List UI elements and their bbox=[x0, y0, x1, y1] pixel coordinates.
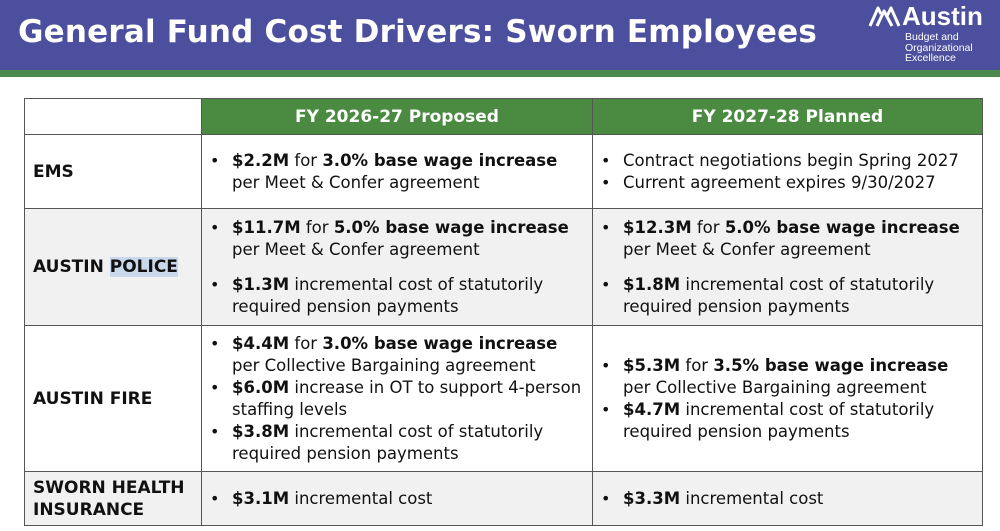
cell-fy2728: $12.3M for 5.0% base wage increase per M… bbox=[592, 208, 983, 326]
row-label: EMS bbox=[24, 134, 202, 209]
cell-fy2627: $11.7M for 5.0% base wage increase per M… bbox=[201, 208, 593, 326]
column-header-fy2728: FY 2027-28 Planned bbox=[592, 98, 983, 135]
bullet-item: $3.3M incremental cost bbox=[597, 488, 976, 510]
column-header-fy2627: FY 2026-27 Proposed bbox=[201, 98, 593, 135]
cell-fy2627: $2.2M for 3.0% base wage increase per Me… bbox=[201, 134, 593, 209]
bullet-item: $6.0M increase in OT to support 4-person… bbox=[206, 377, 586, 421]
bullet-item: $1.3M incremental cost of statutorily re… bbox=[206, 274, 586, 318]
cell-fy2627: $3.1M incremental cost bbox=[201, 471, 593, 526]
cell-fy2728: $5.3M for 3.5% base wage increase per Co… bbox=[592, 325, 983, 472]
logo-subtitle-line: Excellence bbox=[905, 52, 956, 64]
table-header-row: FY 2026-27 Proposed FY 2027-28 Planned bbox=[24, 98, 983, 135]
logo-subtitle-line: Organizational bbox=[905, 41, 973, 54]
cell-fy2627: $4.4M for 3.0% base wage increase per Co… bbox=[201, 325, 593, 472]
bullet-item: Current agreement expires 9/30/2027 bbox=[597, 172, 976, 194]
title-banner: General Fund Cost Drivers: Sworn Employe… bbox=[0, 0, 1000, 70]
bullet-item: $2.2M for 3.0% base wage increase per Me… bbox=[206, 150, 586, 194]
cell-fy2728: $3.3M incremental cost bbox=[592, 471, 983, 526]
logo-subtitle: Budget and Organizational Excellence bbox=[905, 32, 997, 64]
header-stripe bbox=[0, 70, 1000, 77]
bullet-item: $3.1M incremental cost bbox=[206, 488, 586, 510]
bullet-item: $12.3M for 5.0% base wage increase per M… bbox=[597, 217, 976, 261]
row-label: AUSTIN FIRE bbox=[24, 325, 202, 472]
bullet-item: $11.7M for 5.0% base wage increase per M… bbox=[206, 217, 586, 261]
cell-fy2728: Contract negotiations begin Spring 2027 … bbox=[592, 134, 983, 209]
bullet-item: $4.7M incremental cost of statutorily re… bbox=[597, 399, 976, 443]
row-label: SWORN HEALTH INSURANCE bbox=[24, 471, 202, 526]
austin-logo-mark-icon bbox=[868, 6, 901, 27]
table-corner bbox=[24, 98, 202, 135]
bullet-item: $1.8M incremental cost of statutorily re… bbox=[597, 274, 976, 318]
cost-drivers-table: FY 2026-27 Proposed FY 2027-28 Planned E… bbox=[24, 98, 983, 526]
bullet-item: $4.4M for 3.0% base wage increase per Co… bbox=[206, 333, 586, 377]
bullet-item: $5.3M for 3.5% base wage increase per Co… bbox=[597, 355, 976, 399]
bullet-item: $3.8M incremental cost of statutorily re… bbox=[206, 421, 586, 465]
table-row-austin-fire: AUSTIN FIRE $4.4M for 3.0% base wage inc… bbox=[24, 325, 983, 472]
austin-logo: Austin Budget and Organizational Excelle… bbox=[868, 1, 998, 68]
logo-name: Austin bbox=[902, 1, 983, 31]
highlighted-text: POLICE bbox=[109, 257, 178, 277]
page-title: General Fund Cost Drivers: Sworn Employe… bbox=[18, 14, 817, 50]
table-row-ems: EMS $2.2M for 3.0% base wage increase pe… bbox=[24, 134, 983, 209]
bullet-item: Contract negotiations begin Spring 2027 bbox=[597, 150, 976, 172]
row-label: AUSTIN POLICE bbox=[24, 208, 202, 326]
table-row-austin-police: AUSTIN POLICE $11.7M for 5.0% base wage … bbox=[24, 208, 983, 326]
logo-subtitle-line: Budget and bbox=[905, 31, 959, 43]
